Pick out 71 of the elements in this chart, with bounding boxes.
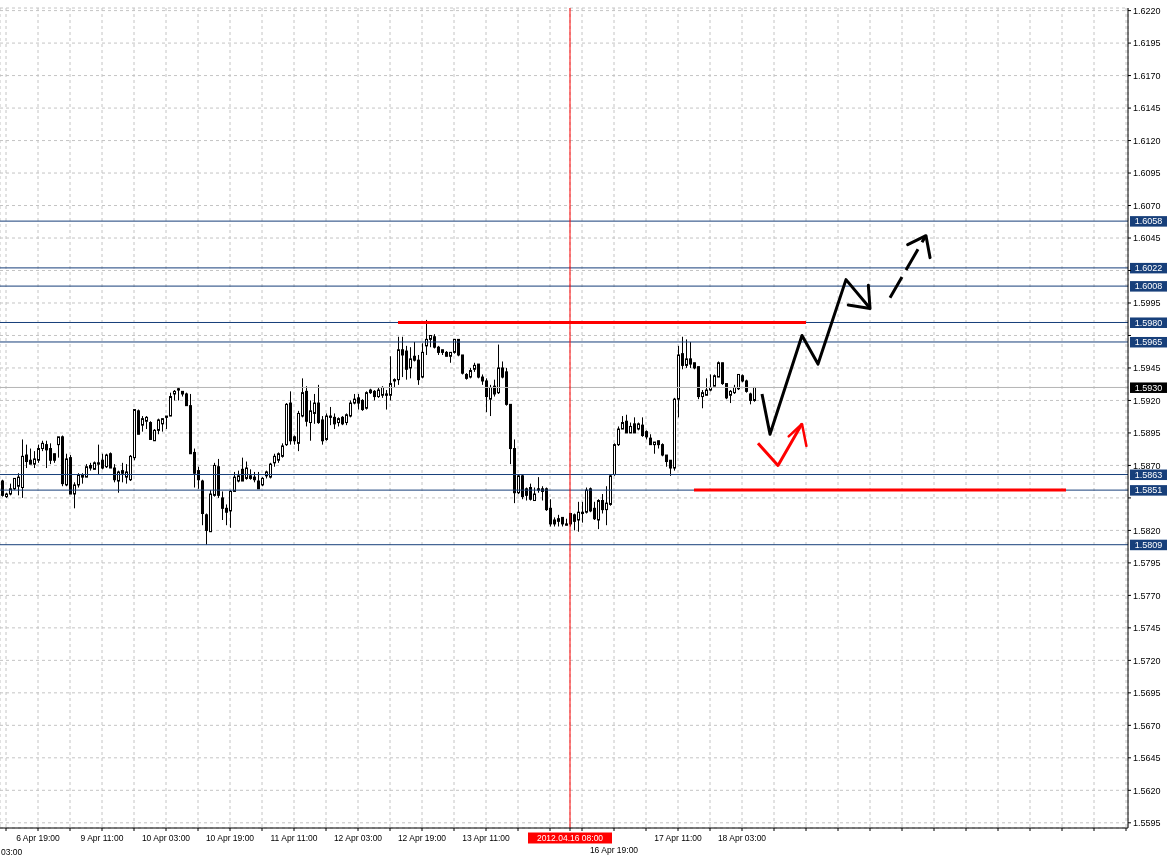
- y-tick-label: 1.5770: [1133, 590, 1161, 601]
- y-tick-label: 1.6070: [1133, 200, 1161, 211]
- y-tick-label: 1.5645: [1133, 753, 1161, 764]
- x-tick-label: 17 Apr 11:00: [654, 833, 703, 843]
- x-tick-label: 9 Apr 11:00: [80, 833, 124, 843]
- x-tick-label: 18 Apr 03:00: [717, 833, 767, 843]
- candlestick: [625, 414, 628, 434]
- x-tick-label: 2012.04.16 08:00: [536, 833, 604, 843]
- text: 03:00: [1, 847, 23, 857]
- y-tick-label: 1.5820: [1133, 525, 1161, 536]
- candlestick: [169, 392, 172, 417]
- y-tick-label: 1.6220: [1133, 5, 1161, 16]
- y-tick-label: 1.5670: [1133, 720, 1161, 731]
- x-tick-label: 10 Apr 19:00: [205, 833, 255, 843]
- y-tick-label: 1.5945: [1133, 363, 1161, 374]
- candlestick: [97, 444, 100, 476]
- y-tick-label: 1.5870: [1133, 460, 1161, 471]
- y-tick-label: 1.5920: [1133, 395, 1161, 406]
- candlestick: [409, 346, 412, 379]
- x-tick-label: 12 Apr 03:00: [333, 833, 383, 843]
- candlestick: [489, 384, 492, 417]
- candlestick: [241, 457, 244, 482]
- candlestick: [401, 336, 404, 378]
- candlestick: [313, 393, 316, 425]
- ref-line-label: 1.5980: [1134, 317, 1163, 328]
- ref-line-label: 1.6022: [1134, 263, 1163, 274]
- candlestick: [485, 377, 488, 413]
- ref-line-label: 1.6008: [1134, 281, 1163, 292]
- y-tick-label: 1.6045: [1133, 233, 1161, 244]
- candlestick: [577, 501, 580, 533]
- x-tick-label: 11 Apr 11:00: [270, 833, 318, 843]
- candlestick: [641, 416, 644, 438]
- candlestick: [417, 354, 420, 386]
- y-tick-label: 1.5620: [1133, 785, 1161, 796]
- y-tick-label: 1.5595: [1133, 818, 1161, 828]
- x-tick-label: 13 Apr 11:00: [462, 833, 511, 843]
- ref-line-label: 1.6058: [1134, 216, 1163, 227]
- candlestick: [685, 338, 688, 369]
- y-tick-label: 1.6170: [1133, 70, 1161, 81]
- y-tick-label: 1.5795: [1133, 558, 1161, 569]
- candlestick: [121, 462, 124, 483]
- candlestick: [405, 345, 408, 381]
- y-tick-label: 1.6120: [1133, 135, 1161, 146]
- y-tick-label: 1.6095: [1133, 168, 1161, 179]
- y-tick-label: 1.5720: [1133, 655, 1161, 666]
- y-tick-label: 1.5695: [1133, 688, 1161, 699]
- candlestick: [37, 444, 40, 464]
- candlestick: [689, 341, 692, 369]
- candlestick: [585, 487, 588, 515]
- candlestick: [597, 498, 600, 530]
- x-tick-label: 16 Apr 19:00: [589, 845, 639, 855]
- y-tick-label: 1.5745: [1133, 623, 1161, 634]
- candlestick: [365, 390, 368, 411]
- ref-line-label: 1.5863: [1134, 469, 1163, 480]
- ref-line-label: 1.5965: [1134, 337, 1163, 348]
- candlestick: [45, 440, 48, 469]
- x-tick-label: 10 Apr 03:00: [141, 833, 191, 843]
- ref-line-label: 1.5930: [1134, 382, 1163, 393]
- y-tick-label: 1.5995: [1133, 298, 1161, 309]
- y-tick-label: 1.6145: [1133, 103, 1161, 114]
- ref-line-label: 1.5809: [1134, 539, 1163, 550]
- candlestick: [389, 355, 392, 401]
- x-tick-label: 6 Apr 19:00: [16, 833, 61, 843]
- candlestick: [325, 412, 328, 442]
- candlestick: [149, 420, 152, 440]
- candlestick: [49, 442, 52, 465]
- candlestick: [221, 490, 224, 521]
- ref-line-label: 1.5851: [1134, 485, 1163, 496]
- x-tick-label: 12 Apr 19:00: [397, 833, 447, 843]
- y-tick-label: 1.6195: [1133, 38, 1161, 49]
- y-tick-label: 1.5895: [1133, 428, 1161, 439]
